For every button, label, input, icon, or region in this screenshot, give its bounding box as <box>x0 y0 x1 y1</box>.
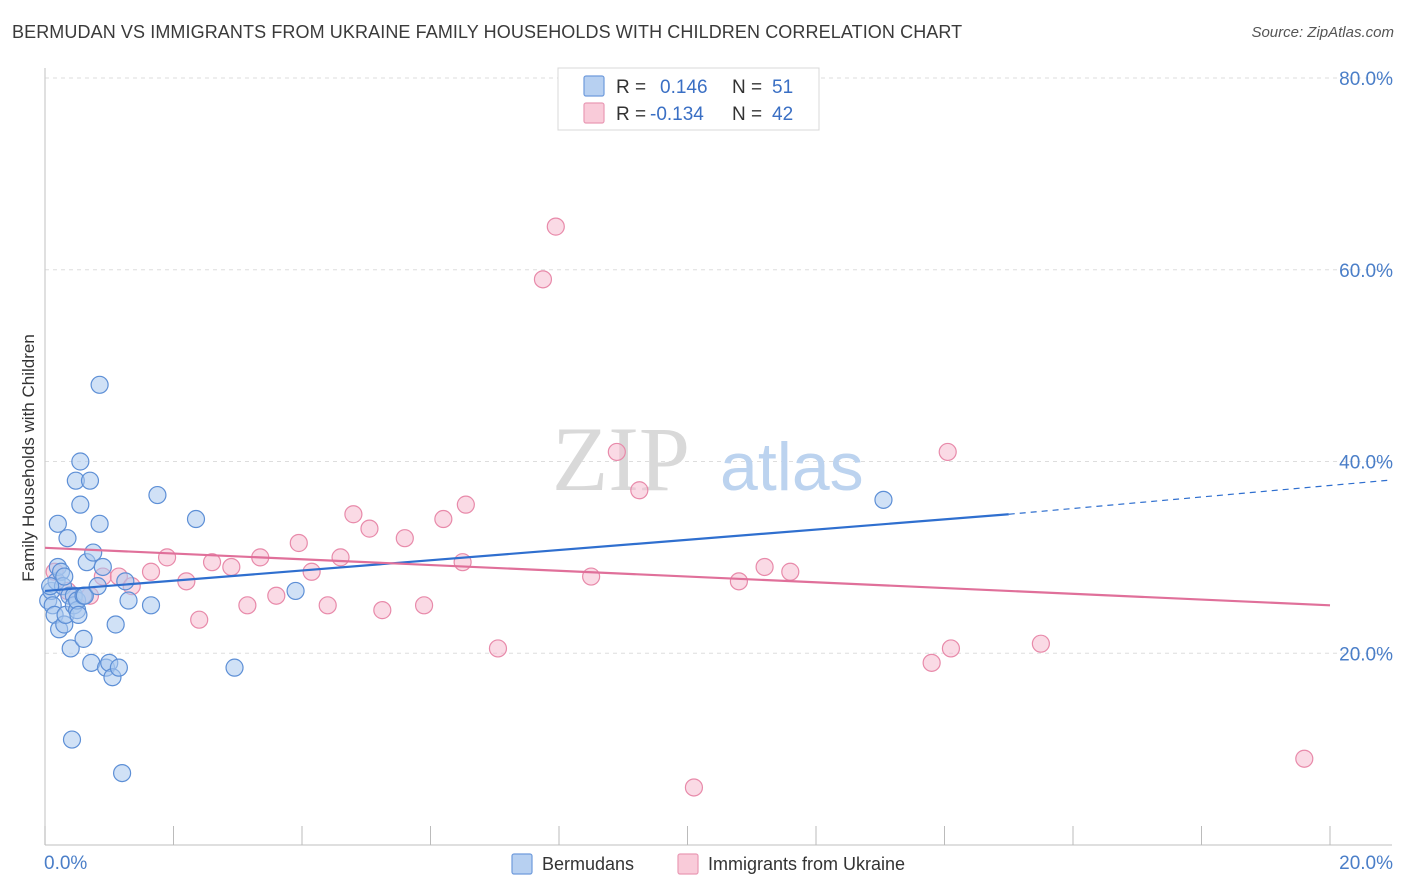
bermudans-point-42 <box>119 591 138 610</box>
ukraine-point-31 <box>607 442 626 462</box>
ukraine-point-7 <box>157 548 177 567</box>
ukraine-point-27 <box>488 639 508 658</box>
bermudans-point-38 <box>106 615 125 634</box>
ukraine-point-32 <box>630 481 649 500</box>
ukraine-point-16 <box>302 562 321 581</box>
ukraine-point-38 <box>938 442 957 462</box>
bermudans-point-15 <box>62 730 82 749</box>
bermudans-point-33 <box>90 375 109 394</box>
source-label: Source: ZipAtlas.com <box>1251 24 1394 41</box>
tick-labels: 20.0% 40.0% 60.0% 80.0% 0.0% 20.0% <box>44 69 1393 874</box>
ukraine-point-34 <box>729 572 749 591</box>
bermudans-point-14 <box>61 639 80 658</box>
ukraine-point-22 <box>395 529 414 548</box>
bermudans-point-47 <box>286 581 305 601</box>
ukraine-point-30 <box>582 567 601 586</box>
bermudans-trend-extension <box>1008 479 1393 515</box>
bermudans-point-21 <box>69 605 88 625</box>
ukraine-point-9 <box>190 610 209 629</box>
chart-title: BERMUDAN VS IMMIGRANTS FROM UKRAINE FAMI… <box>12 22 963 42</box>
x-tick-label-0: 0.0% <box>44 853 87 874</box>
ukraine-point-20 <box>360 519 379 538</box>
grid-layer <box>45 77 1392 654</box>
bermudans-point-28 <box>80 471 100 490</box>
bottom-legend-swatch-ukraine <box>677 853 699 875</box>
ukraine-point-35 <box>755 557 774 577</box>
legend-r-value-1: 0.146 <box>660 77 708 98</box>
ukraine-point-17 <box>318 596 337 615</box>
ukraine-point-40 <box>1031 634 1050 653</box>
ukraine-point-29 <box>546 217 565 236</box>
ukraine-point-21 <box>373 601 392 620</box>
ukraine-point-37 <box>922 653 941 672</box>
bermudans-point-45 <box>186 509 206 529</box>
y-tick-label-3: 80.0% <box>1339 69 1393 90</box>
legend-r-label-2: R = <box>616 104 646 125</box>
legend-r-value-2: -0.134 <box>650 104 704 125</box>
legend: R = 0.146 N = 51 R = -0.134 N = 42 <box>557 67 820 131</box>
ukraine-point-6 <box>141 562 161 581</box>
ukraine-point-11 <box>222 557 241 577</box>
y-tick-label-2: 60.0% <box>1339 261 1393 282</box>
bermudans-point-6 <box>48 514 67 533</box>
bottom-legend-swatch-bermudans <box>511 853 533 875</box>
legend-n-value-2: 42 <box>772 104 793 125</box>
bermudans-point-43 <box>141 596 161 615</box>
bermudans-point-23 <box>71 495 90 514</box>
bermudans-point-25 <box>74 629 93 648</box>
ukraine-point-39 <box>941 639 961 658</box>
ukraine-point-36 <box>781 562 800 581</box>
ukraine-point-12 <box>238 596 257 615</box>
watermark-atlas: atlas <box>720 429 864 505</box>
ukraine-point-15 <box>289 533 308 553</box>
bermudans-point-49 <box>55 567 74 586</box>
ukraine-point-23 <box>414 596 434 615</box>
bermudans-point-48 <box>874 490 893 509</box>
bermudans-point-40 <box>112 763 132 783</box>
trend-lines <box>44 479 1393 607</box>
bermudans-point-39 <box>109 658 128 677</box>
legend-r-label-1: R = <box>616 77 646 98</box>
legend-swatch-bermudans <box>583 75 605 97</box>
legend-n-label-2: N = <box>732 104 762 125</box>
y-tick-label-0: 20.0% <box>1339 644 1393 665</box>
ukraine-point-41 <box>1295 749 1314 768</box>
ukraine-point-14 <box>267 586 286 605</box>
bermudans-point-46 <box>225 658 244 677</box>
watermark: ZIP atlas <box>552 408 864 510</box>
bottom-legend-label-bermudans: Bermudans <box>542 854 634 874</box>
bermudans-point-44 <box>148 485 167 505</box>
ukraine-point-33 <box>684 778 704 797</box>
ukraine-point-18 <box>331 548 350 567</box>
bermudans-point-22 <box>71 452 90 471</box>
ukraine-point-8 <box>177 572 196 591</box>
bermudans-point-41 <box>116 572 135 591</box>
legend-swatch-ukraine <box>583 102 605 124</box>
legend-n-label-1: N = <box>732 77 762 98</box>
axes-layer <box>44 68 1392 846</box>
bottom-legend: Bermudans Immigrants from Ukraine <box>511 853 905 875</box>
bermudans-point-50 <box>41 577 60 596</box>
bermudans-point-30 <box>84 543 103 562</box>
y-axis-title: Family Households with Children <box>19 334 38 582</box>
bermudans-point-32 <box>90 514 109 533</box>
y-tick-label-1: 40.0% <box>1339 453 1393 474</box>
legend-n-value-1: 51 <box>772 77 793 98</box>
bottom-legend-label-ukraine: Immigrants from Ukraine <box>708 854 905 874</box>
ukraine-point-10 <box>202 553 222 572</box>
bermudans-point-34 <box>93 557 112 577</box>
x-tick-label-1: 20.0% <box>1339 853 1393 874</box>
ukraine-trend-line <box>44 546 1331 607</box>
bermudans-trend-line <box>44 513 1009 593</box>
ukraine-point-19 <box>344 505 363 524</box>
ukraine-point-26 <box>456 495 475 514</box>
ukraine-point-28 <box>533 270 553 289</box>
ukraine-point-24 <box>434 509 453 529</box>
bermudans-point-12 <box>58 529 77 548</box>
